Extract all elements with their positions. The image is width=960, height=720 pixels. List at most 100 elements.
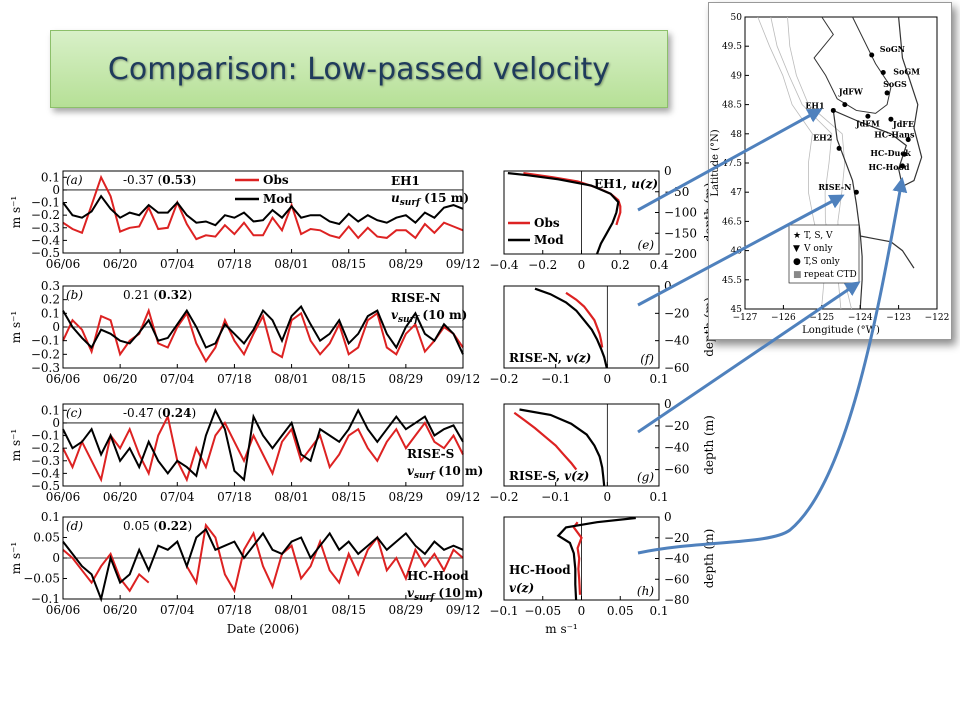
y-tick-label: −0.2 xyxy=(31,208,60,222)
x-tick-label: 0 xyxy=(604,372,612,386)
y-tick-label: −20 xyxy=(664,531,689,545)
station-label: HC-Hood xyxy=(868,162,909,172)
profile-mod-line xyxy=(507,172,620,255)
y-tick-label: −40 xyxy=(664,334,689,348)
station-label: JdFE xyxy=(892,119,914,129)
x-tick-label: 06/20 xyxy=(103,490,138,504)
station-label: EH1 xyxy=(391,174,420,188)
stats-close: ) xyxy=(187,288,192,302)
x-tick-label: −0.1 xyxy=(489,604,518,618)
station-label: JdFM xyxy=(855,118,880,128)
x-tick-label: −0.2 xyxy=(489,372,518,386)
series-obs-line xyxy=(62,174,464,241)
station-label: RISE-S xyxy=(407,447,454,461)
series-mod-line xyxy=(62,407,464,482)
map-lat-label: 45.5 xyxy=(722,276,742,286)
y-tick-label: 0.1 xyxy=(41,170,60,184)
y-tick-label: −0.5 xyxy=(31,479,60,493)
x-tick-label: 06/06 xyxy=(46,490,81,504)
stats-value: 0.21 ( xyxy=(123,288,158,302)
x-tick-label: 08/01 xyxy=(274,603,309,617)
x-tick-label: 09/12 xyxy=(446,372,481,386)
map-lat-label: 47.5 xyxy=(722,159,742,169)
y-axis-label: m s⁻¹ xyxy=(9,542,23,575)
y-tick-label: 0 xyxy=(52,183,60,197)
profile-variable: v(z) xyxy=(509,581,534,595)
profile-panel-e: −0.4−0.200.20.40−50−100−150−200depth (m)… xyxy=(489,164,716,272)
legend-label-mod: Mod xyxy=(263,192,293,206)
y-tick-label: −20 xyxy=(664,419,689,433)
map-lat-label: 50 xyxy=(731,13,743,23)
stats-value: 0.05 ( xyxy=(123,519,158,533)
y-tick-label: −0.4 xyxy=(31,466,61,480)
profile-station-label: RISE-S, v(z) xyxy=(509,469,589,483)
map-lat-label: 49.5 xyxy=(722,42,742,52)
x-tick-label: 06/20 xyxy=(103,603,138,617)
x-tick-label: 08/29 xyxy=(389,257,424,271)
map-lat-label: 47 xyxy=(731,188,743,198)
station-marker xyxy=(899,163,905,169)
map-legend-label: T, S, V xyxy=(804,231,833,241)
y-tick-label: −0.3 xyxy=(31,454,60,468)
x-tick-label: −0.4 xyxy=(489,258,519,272)
series-obs-line xyxy=(62,549,150,593)
x-tick-label: 0.05 xyxy=(607,604,634,618)
series-mod-line xyxy=(62,527,464,603)
y-tick-label: −0.1 xyxy=(31,334,60,348)
timeseries-panel-d: 06/06 06/20 07/04 07/18 08/01 08/15 08/29 09/12… xyxy=(9,510,483,636)
timeseries-panel-b: 06/06 06/20 07/04 07/18 08/01 08/15 08/29 09/12… xyxy=(9,279,480,386)
profile-station-label: EH1, u(z) xyxy=(594,177,658,191)
station-marker xyxy=(888,116,894,122)
timeseries-panel-c: 06/06 06/20 07/04 07/18 08/01 08/15 08/29 09/12… xyxy=(9,403,483,504)
x-tick-label: 07/04 xyxy=(160,603,195,617)
station-label: EH1 xyxy=(805,100,824,110)
map-lat-label: 48.5 xyxy=(722,101,742,111)
variable-subscript: surf xyxy=(414,593,436,603)
station-marker xyxy=(884,90,890,96)
station-marker xyxy=(836,145,842,151)
panel-letter: (g) xyxy=(637,470,654,484)
y-tick-label: −0.05 xyxy=(23,572,60,586)
panel-letter: (b) xyxy=(66,288,83,302)
x-tick-label: 09/12 xyxy=(446,257,481,271)
map-legend-label: V only xyxy=(803,244,833,254)
x-tick-label: 08/01 xyxy=(274,372,309,386)
map-lon-label: −123 xyxy=(886,313,911,323)
station-label: SoGM xyxy=(893,66,920,76)
x-tick-label: 08/15 xyxy=(331,372,366,386)
y-tick-label: 0 xyxy=(52,320,60,334)
profile-variable: v(z) xyxy=(566,351,591,365)
y-tick-label: −0.5 xyxy=(31,246,60,260)
y-tick-label: 0 xyxy=(664,510,672,524)
stats-text: 0.21 (0.32) xyxy=(123,288,192,302)
station-marker xyxy=(869,52,875,58)
y-axis-label: m s⁻¹ xyxy=(9,429,23,462)
map-lat-label: 49 xyxy=(731,71,743,81)
stats-close: ) xyxy=(192,406,197,420)
station-label: HC-Hans xyxy=(874,130,915,140)
legend: Obs Mod xyxy=(235,173,293,206)
x-tick-label: 08/29 xyxy=(389,603,424,617)
profile-panel-g: −0.2 −0.1 0 0.1 0 −20 −40 −60 depth (m) (g) RISE-S… xyxy=(489,397,716,504)
station-label: HC-Duck xyxy=(870,148,911,158)
profile-station-label: HC-Hood xyxy=(509,563,571,577)
x-tick-label: −0.2 xyxy=(489,490,518,504)
y-tick-label: −0.1 xyxy=(31,429,60,443)
profile-variable: u(z) xyxy=(631,177,658,191)
x-tick-label: −0.1 xyxy=(541,372,570,386)
stats-skill: 0.32 xyxy=(158,288,187,302)
y-tick-label: −80 xyxy=(664,593,689,607)
x-tick-label: −0.2 xyxy=(528,258,557,272)
x-tick-label: 0 xyxy=(604,490,612,504)
station-label: RISE-N xyxy=(391,291,441,305)
panel-letter: (e) xyxy=(638,238,655,252)
variable-depth: (15 m) xyxy=(420,191,469,205)
series-mod-line xyxy=(62,304,464,355)
variable-label: vsurf (10 m) xyxy=(391,308,467,325)
y-tick-label: −60 xyxy=(664,572,689,586)
profile-station-label: RISE-N, v(z) xyxy=(509,351,591,365)
y-tick-label: 0 xyxy=(664,397,672,411)
y-tick-label: −60 xyxy=(664,463,689,477)
stats-skill: 0.53 xyxy=(162,173,191,187)
